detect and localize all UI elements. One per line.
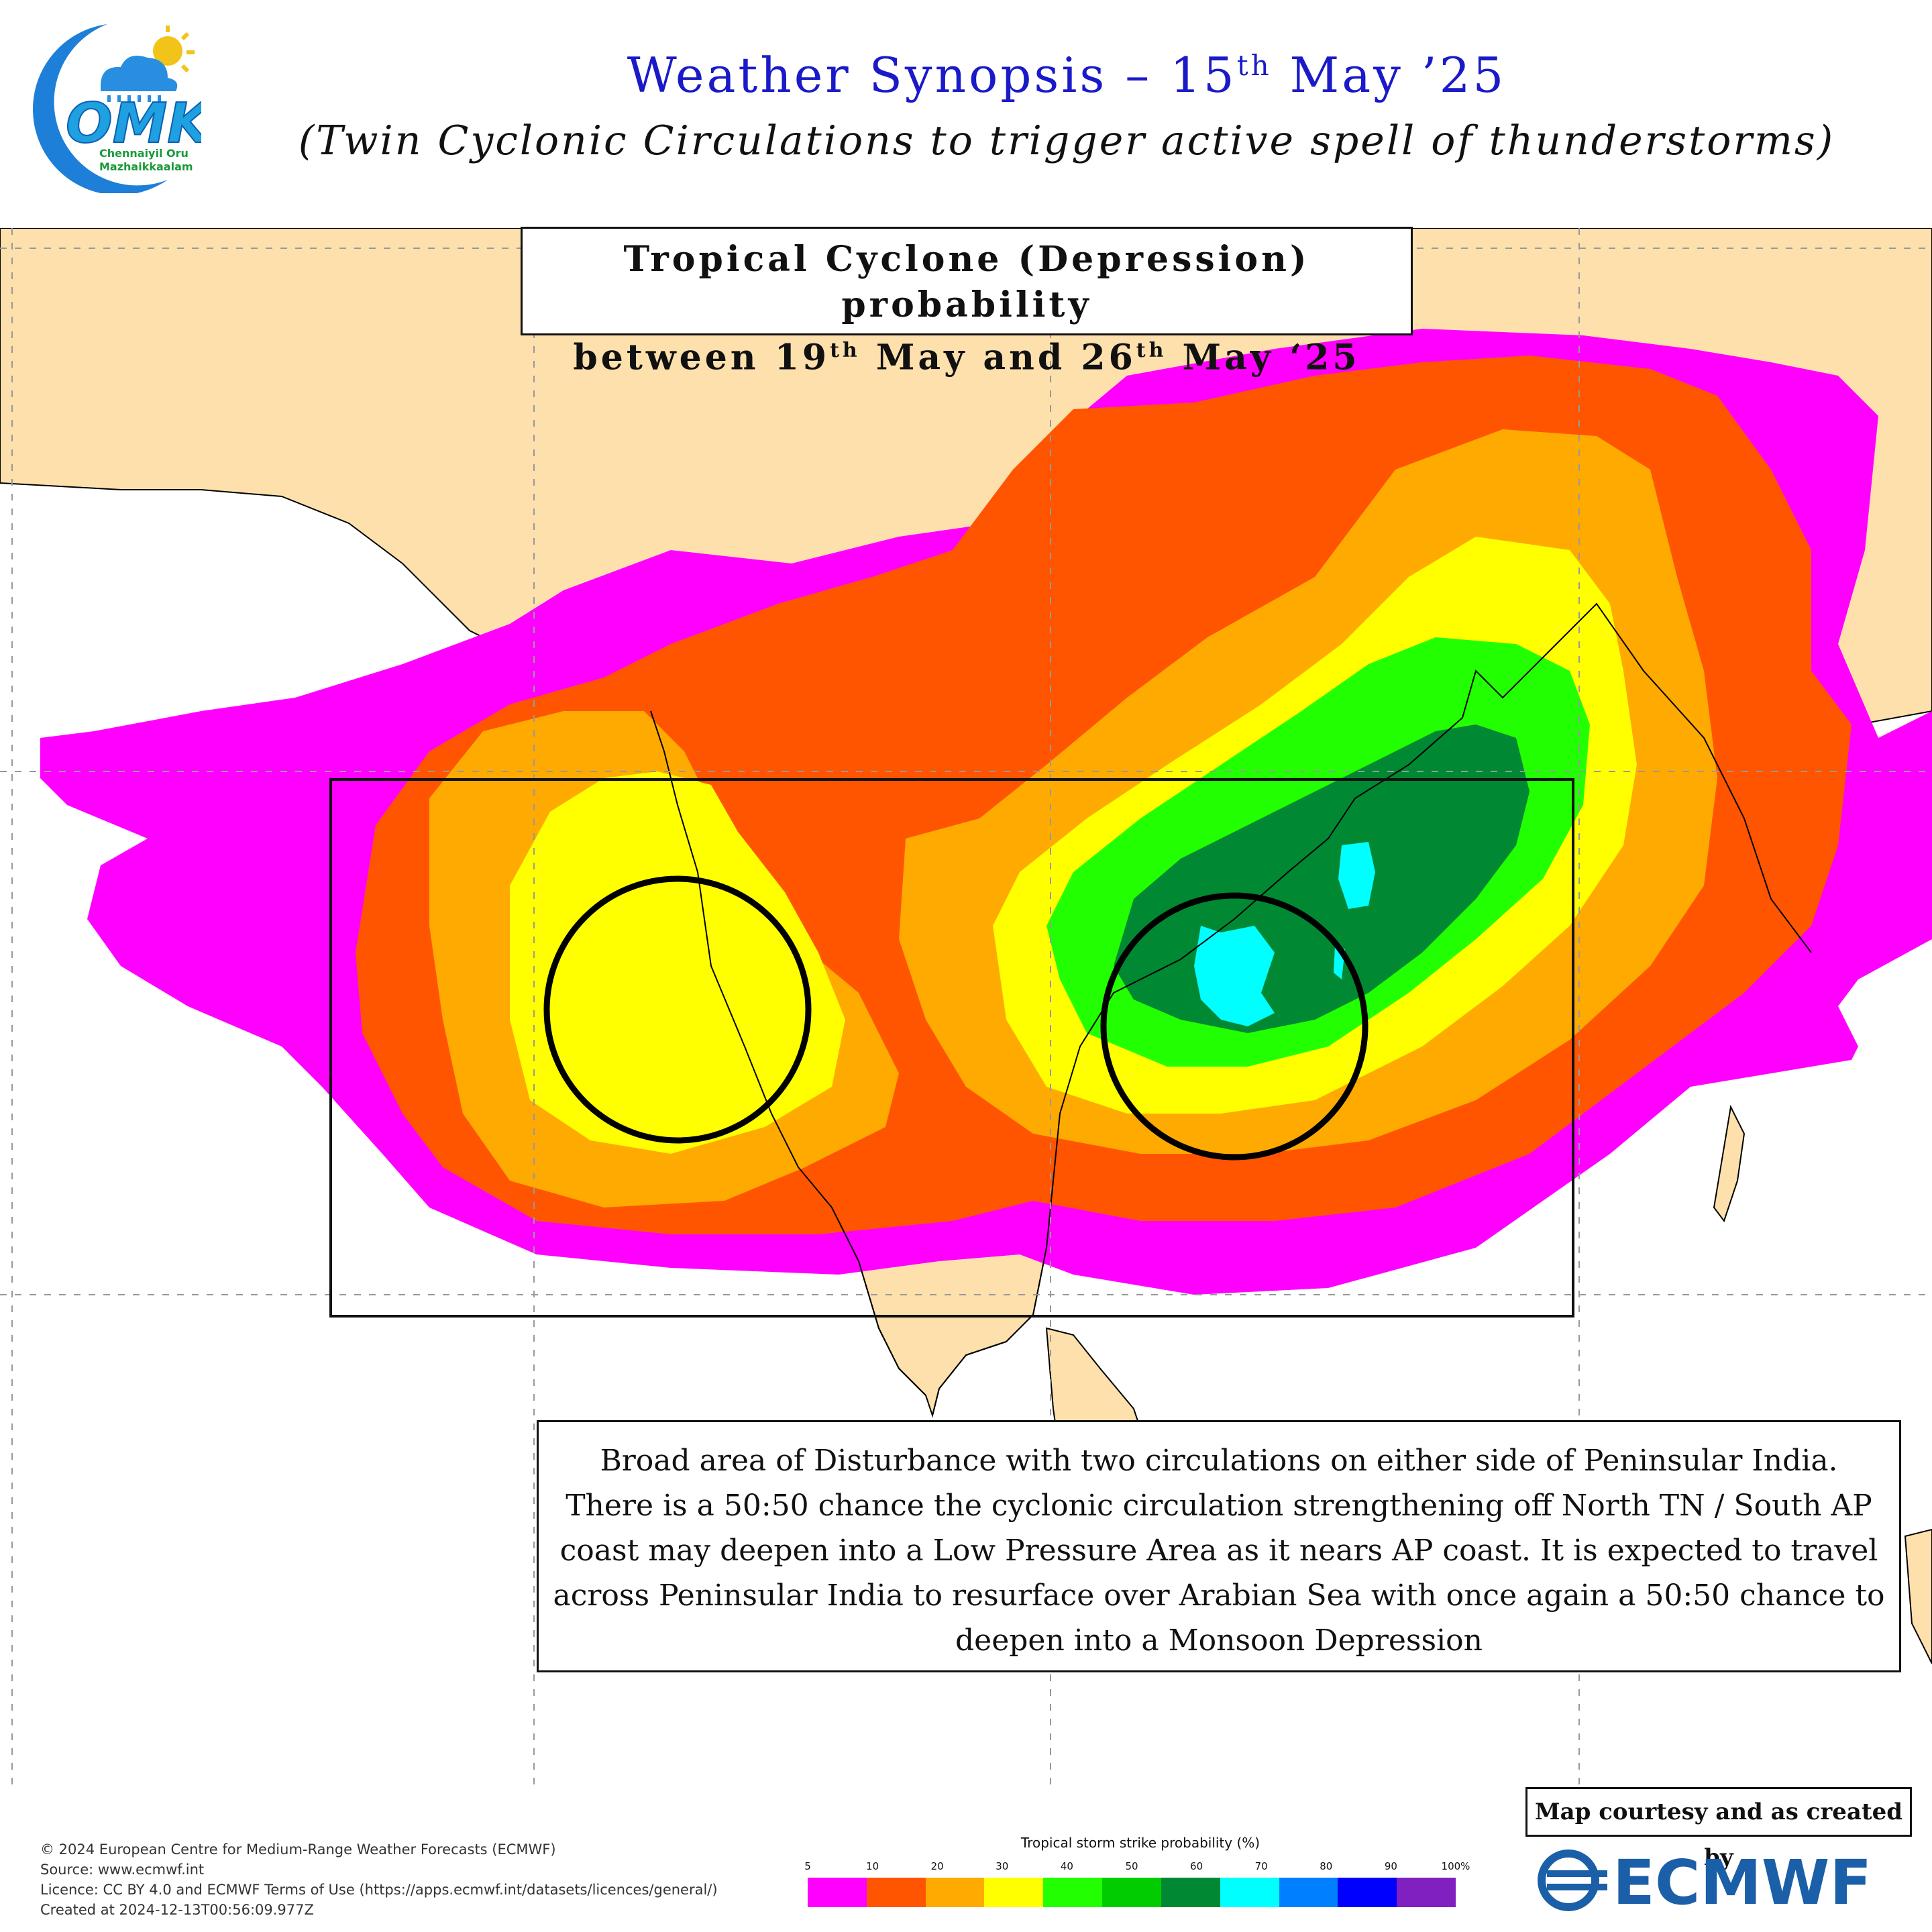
cloud-sun-rain-icon [101,25,195,102]
colorbar-tick-label: 90 [1384,1860,1397,1872]
colorbar-swatch [1279,1878,1338,1907]
ecmwf-logo: ECMWF [1538,1847,1872,1917]
colorbar-swatch [808,1878,867,1907]
svg-text:Mazhaikkaalam: Mazhaikkaalam [99,160,193,173]
colorbar-tick-label: 60 [1190,1860,1203,1872]
credit-line: Licence: CC BY 4.0 and ECMWF Terms of Us… [40,1882,718,1898]
colorbar-tick-label: 80 [1320,1860,1333,1872]
header: OMK Chennaiyil Oru Mazhaikkaalam Weather… [0,0,1932,228]
colorbar-swatch [925,1878,985,1907]
colorbar-swatch [866,1878,926,1907]
colorbar-swatches [808,1878,1456,1907]
contour-70pct-main [1194,926,1275,1026]
tc-probability-label: Tropical Cyclone (Depression) probabilit… [521,227,1413,378]
colorbar-tick-label: 20 [930,1860,944,1872]
contour-30pct-west [510,771,845,1154]
colorbar-tick-label: 100% [1441,1860,1470,1872]
credit-line: © 2024 European Centre for Medium-Range … [40,1841,556,1858]
colorbar-tick-label: 30 [996,1860,1009,1872]
circulation-bay-of-bengal [1100,892,1368,1161]
colorbar-tick-label: 50 [1125,1860,1138,1872]
colorbar-tick-label: 10 [866,1860,879,1872]
colorbar-swatch [1161,1878,1220,1907]
colorbar-swatch [1397,1878,1456,1907]
land-southeast [1904,1528,1932,1664]
map-courtesy-label: Map courtesy and as created by [1525,1787,1912,1871]
page-title: Weather Synopsis – 15th May ’25 [627,47,1507,103]
colorbar: Tropical storm strike probability (%) 5 1… [804,1835,1476,1909]
page-subtitle: (Twin Cyclonic Circulations to trigger a… [298,117,1835,164]
colorbar-title: Tropical storm strike probability (%) [1020,1835,1260,1851]
synopsis-description: Broad area of Disturbance with two circu… [537,1420,1901,1672]
colorbar-swatch [1043,1878,1103,1907]
contour-70pct-north [1338,842,1375,909]
land-andaman [1713,1104,1746,1223]
colorbar-swatch [1102,1878,1161,1907]
coastline [650,602,1812,1416]
svg-text:ECMWF: ECMWF [1613,1847,1872,1917]
colorbar-swatch [1338,1878,1397,1907]
credits: © 2024 European Centre for Medium-Range … [40,1839,718,1920]
credit-line: Source: www.ecmwf.int [40,1862,205,1878]
credit-line: Created at 2024-12-13T00:56:09.977Z [40,1902,314,1918]
colorbar-swatch [1220,1878,1279,1907]
colorbar-tick-label: 40 [1060,1860,1073,1872]
svg-text:Chennaiyil Oru: Chennaiyil Oru [99,147,189,160]
colorbar-swatch [984,1878,1044,1907]
colorbar-tick-label: 5 [804,1860,811,1872]
colorbar-tick-label: 70 [1254,1860,1268,1872]
analysis-region-box [329,778,1574,1318]
circulation-arabian-sea [543,875,812,1144]
omk-logo: OMK Chennaiyil Oru Mazhaikkaalam [32,24,201,193]
svg-text:OMK: OMK [66,92,201,156]
